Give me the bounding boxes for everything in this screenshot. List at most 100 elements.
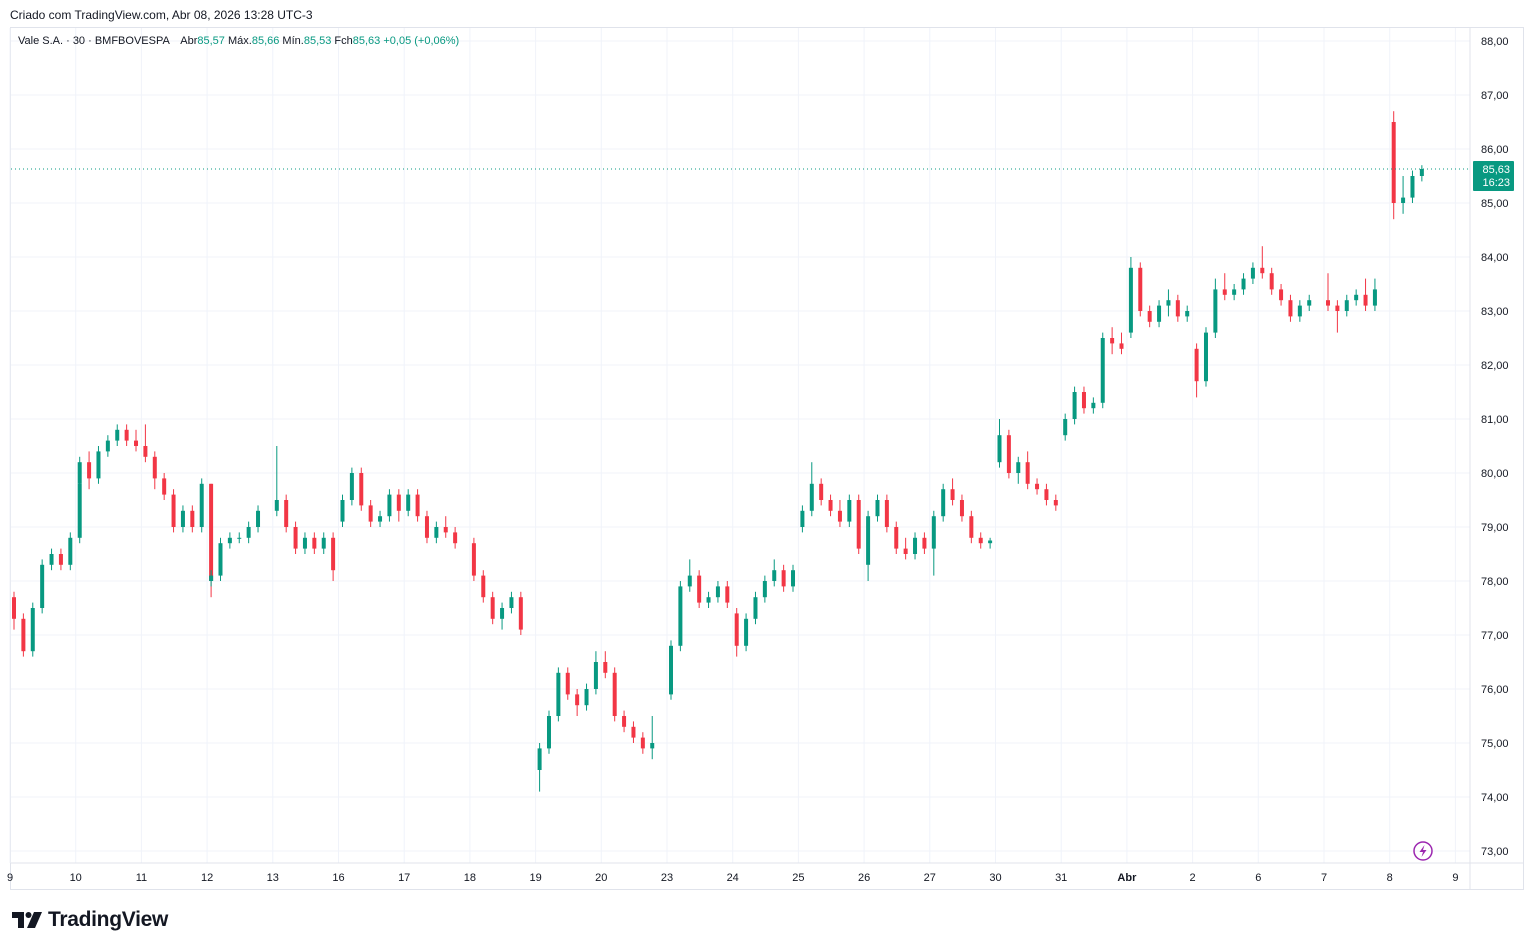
- candle-body: [884, 500, 889, 527]
- candle: [58, 548, 63, 571]
- candle: [349, 467, 354, 506]
- candle-body: [227, 537, 232, 544]
- candle-body: [30, 608, 35, 652]
- candle: [124, 424, 129, 446]
- candle: [650, 716, 655, 760]
- candle: [603, 651, 608, 679]
- candle: [87, 451, 92, 490]
- candle: [1326, 273, 1330, 311]
- candles: [12, 111, 1424, 792]
- candle-body: [622, 716, 627, 727]
- candle-body: [931, 516, 936, 549]
- lightning-icon[interactable]: [1413, 841, 1433, 861]
- candle: [537, 743, 542, 792]
- candle: [725, 581, 730, 608]
- candle: [152, 451, 157, 490]
- candle-body: [1410, 176, 1415, 198]
- close-value: 85,63: [352, 35, 381, 47]
- candle: [1391, 111, 1396, 220]
- y-tick-label: 80,00: [1481, 468, 1509, 480]
- y-tick-label: 73,00: [1481, 846, 1509, 858]
- candle: [1063, 413, 1068, 441]
- candle: [274, 446, 279, 517]
- candle-body: [1232, 289, 1237, 295]
- candle-body: [434, 527, 439, 538]
- candle-body: [894, 527, 899, 549]
- x-tick-label: 20: [595, 872, 607, 884]
- candle-body: [368, 505, 373, 522]
- symbol-name[interactable]: Vale S.A. · 30 · BMFBOVESPA: [18, 35, 170, 47]
- candle-body: [162, 478, 167, 495]
- candle-body: [556, 672, 561, 716]
- candle-body: [21, 618, 26, 652]
- candle: [1128, 257, 1133, 338]
- candle: [697, 570, 702, 608]
- x-tick-label: 9: [7, 872, 13, 884]
- candle-body: [1147, 311, 1152, 322]
- candle-body: [49, 554, 54, 565]
- candle-body: [199, 483, 204, 527]
- candle: [190, 505, 195, 533]
- candle: [913, 532, 918, 560]
- candle: [359, 467, 364, 511]
- x-tick-label: 23: [661, 872, 673, 884]
- candle: [143, 424, 148, 463]
- candle-body: [1326, 300, 1330, 306]
- y-tick-label: 77,00: [1481, 630, 1509, 642]
- candle-body: [1063, 419, 1068, 436]
- candle-body: [1110, 338, 1115, 344]
- candle-body: [143, 446, 148, 457]
- candle-body: [1119, 343, 1124, 349]
- x-tick-label: 19: [529, 872, 541, 884]
- candle-body: [584, 689, 589, 706]
- candle-body: [96, 451, 101, 479]
- candle-body: [1391, 122, 1396, 203]
- candle-body: [1053, 500, 1058, 506]
- candle: [518, 591, 523, 635]
- candle-body: [424, 516, 429, 538]
- candle-body: [753, 597, 758, 619]
- candle: [134, 429, 139, 452]
- candle: [1241, 273, 1246, 295]
- low-label: Mín.: [282, 35, 304, 47]
- x-tick-label: 8: [1387, 872, 1393, 884]
- candle: [1222, 273, 1227, 301]
- candle: [256, 505, 261, 533]
- candle: [950, 478, 955, 506]
- tradingview-logo[interactable]: TradingView: [12, 908, 168, 932]
- chart-credit: Criado com TradingView.com, Abr 08, 2026…: [10, 8, 313, 22]
- candle-body: [978, 537, 983, 544]
- candle-body: [1128, 267, 1133, 333]
- candle: [293, 521, 298, 554]
- candle: [1081, 386, 1086, 414]
- candle: [115, 424, 120, 446]
- candle: [453, 527, 458, 549]
- candle: [105, 435, 110, 457]
- candle-body: [209, 575, 214, 581]
- candle: [959, 494, 964, 522]
- candle: [744, 613, 749, 652]
- x-tick-label: 24: [727, 872, 739, 884]
- candle: [687, 559, 692, 592]
- candle: [894, 521, 899, 554]
- candle: [96, 446, 101, 484]
- grid: [9, 28, 1470, 863]
- candle: [1335, 300, 1340, 333]
- candle-body: [575, 694, 580, 706]
- candle-body: [1269, 273, 1274, 290]
- time-axis: 9 10 11 12 13 16 17 18 19 20 23 24 25 26 27 30 31 Abr 2 6 7 8…: [7, 862, 1524, 884]
- candle: [988, 537, 993, 549]
- last-price-text: 85,63: [1482, 164, 1510, 176]
- candle-body: [340, 500, 345, 522]
- candle-body: [715, 586, 720, 598]
- candle: [706, 591, 711, 608]
- candle-body: [997, 435, 1002, 463]
- candle-body: [603, 662, 608, 673]
- candle: [321, 532, 326, 554]
- candle: [1025, 451, 1030, 490]
- candle-body: [1006, 435, 1011, 473]
- candle: [1138, 262, 1143, 317]
- candle: [772, 559, 777, 587]
- candle: [471, 537, 476, 581]
